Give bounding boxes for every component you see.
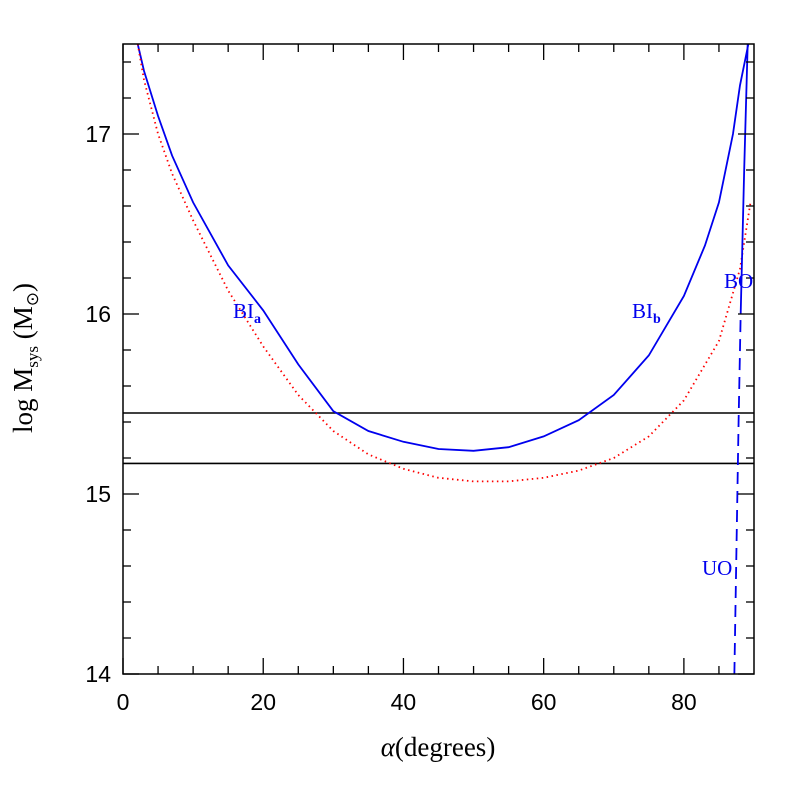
annotation-text: BI (233, 299, 254, 323)
x-label-symbol: α (381, 732, 396, 762)
y-axis-label: log Msys (M⊙) (8, 283, 42, 433)
annotation-text: UO (702, 556, 732, 580)
annotation-text: BI (632, 299, 653, 323)
line-series (136, 44, 752, 483)
line-series (733, 313, 742, 674)
annotation-subscript: a (254, 312, 261, 327)
y-label-text: log M (8, 368, 38, 433)
annotation: UO (702, 556, 732, 580)
line-series (739, 44, 749, 315)
y-label-text: (M (8, 306, 38, 346)
y-label-subscript: ⊙ (23, 292, 42, 306)
x-tick-label: 20 (250, 689, 276, 715)
x-label-text: (degrees) (395, 732, 495, 762)
line-series (136, 44, 750, 452)
x-tick-label: 60 (531, 689, 557, 715)
annotation-subscript: b (653, 312, 661, 327)
x-axis-label: α(degrees) (381, 732, 496, 762)
annotation: BO (724, 269, 753, 293)
y-tick-label: 16 (85, 301, 111, 327)
y-tick-label: 15 (85, 481, 111, 507)
x-tick-label: 0 (117, 689, 130, 715)
y-label-text: ) (8, 283, 38, 292)
x-tick-label: 80 (671, 689, 697, 715)
y-label-subscript: sys (23, 346, 42, 368)
annotation-text: BO (724, 269, 753, 293)
y-tick-label: 17 (85, 121, 111, 147)
frame (122, 43, 755, 675)
x-tick-label: 40 (391, 689, 417, 715)
plot-area (123, 44, 754, 674)
annotation: BIb (632, 299, 661, 327)
annotation: BIa (233, 299, 261, 327)
y-tick-label: 14 (85, 661, 111, 687)
